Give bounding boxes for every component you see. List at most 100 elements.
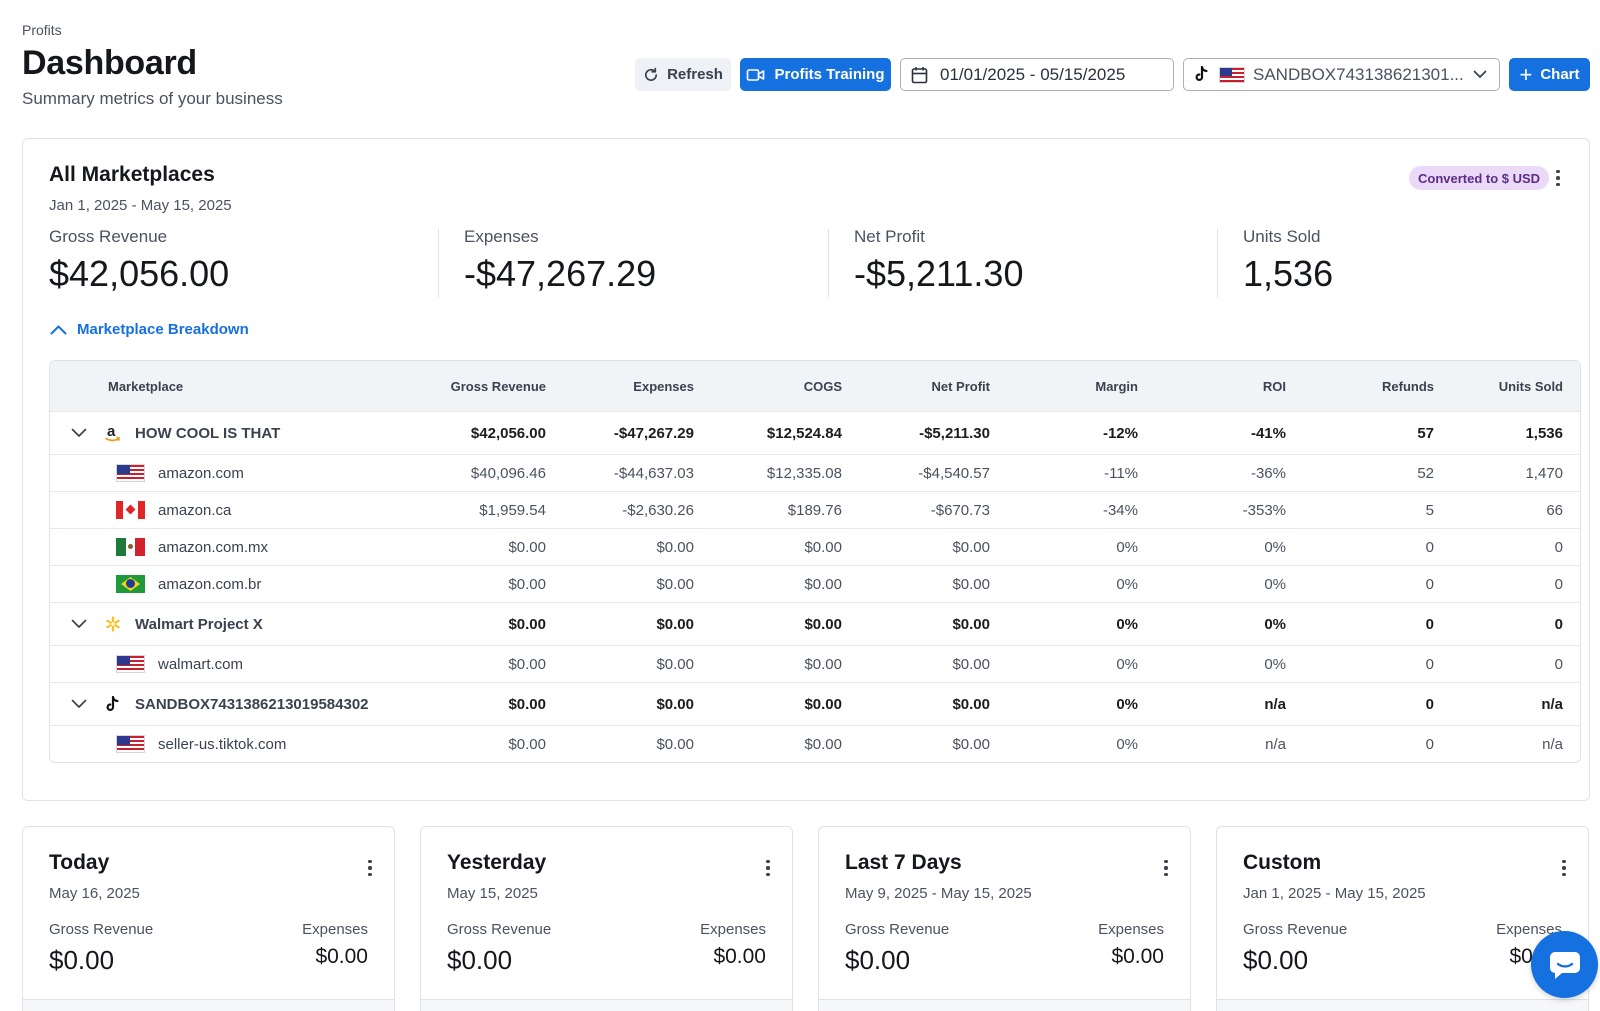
metric-label: Net Profit — [854, 227, 925, 246]
column-header[interactable]: Expenses — [633, 378, 694, 394]
cell-margin: 0% — [1116, 615, 1138, 633]
currency-badge: Converted to $ USD — [1409, 166, 1550, 190]
table-row[interactable]: walmart.com $0.00 $0.00 $0.00 $0.00 0% 0… — [50, 645, 1580, 682]
cell-margin: -11% — [1104, 464, 1138, 482]
cell-refunds: 0 — [1425, 575, 1434, 593]
cell-expenses: -$44,637.03 — [613, 464, 694, 482]
card-gross-label: Gross Revenue — [49, 921, 154, 938]
marketplace-breakdown-table: Marketplace Gross Revenue Expenses COGS … — [49, 360, 1581, 763]
card-date: May 16, 2025 — [49, 885, 140, 902]
metric-net-profit: Net Profit -$5,211.30 — [854, 227, 1023, 295]
refresh-button[interactable]: Refresh — [635, 58, 731, 91]
column-header[interactable]: Gross Revenue — [450, 378, 546, 394]
plus-icon: + — [1519, 61, 1533, 87]
cell-net-profit: $0.00 — [952, 655, 990, 673]
metric-label: Gross Revenue — [49, 227, 168, 246]
panel-more-icon[interactable] — [1551, 168, 1565, 188]
cell-units-sold: 0 — [1554, 538, 1563, 556]
cell-net-profit: $0.00 — [952, 615, 990, 633]
card-footer — [819, 999, 1190, 1011]
cell-cogs: $0.00 — [804, 735, 842, 753]
table-row[interactable]: seller-us.tiktok.com $0.00 $0.00 $0.00 $… — [50, 725, 1580, 762]
walmart-spark-icon — [105, 603, 121, 645]
cell-expenses: $0.00 — [656, 695, 694, 713]
cell-units-sold: 66 — [1546, 501, 1563, 519]
table-group-row[interactable]: SANDBOX7431386213019584302 $0.00 $0.00 $… — [50, 682, 1580, 725]
marketplace-breakdown-toggle[interactable]: Marketplace Breakdown — [50, 321, 249, 338]
canada-flag-icon — [116, 501, 145, 519]
card-gross-value: $0.00 — [49, 945, 115, 975]
table-row[interactable]: amazon.com $40,096.46 -$44,637.03 $12,33… — [50, 454, 1580, 491]
date-range-picker[interactable]: 01/01/2025 - 05/15/2025 — [900, 58, 1174, 91]
cell-units-sold: 0 — [1554, 615, 1563, 633]
cell-units-sold: 0 — [1554, 655, 1563, 673]
cell-refunds: 0 — [1425, 538, 1434, 556]
column-header[interactable]: Units Sold — [1498, 378, 1563, 394]
cell-expenses: -$2,630.26 — [622, 501, 694, 519]
table-row[interactable]: amazon.com.mx $0.00 $0.00 $0.00 $0.00 0%… — [50, 528, 1580, 565]
card-more-icon[interactable] — [363, 858, 377, 878]
cell-refunds: 0 — [1425, 695, 1434, 713]
chevron-down-icon[interactable] — [71, 683, 87, 725]
breadcrumb[interactable]: Profits — [22, 22, 62, 38]
chevron-down-icon — [1473, 70, 1487, 78]
cell-gross-revenue: $42,056.00 — [470, 424, 546, 442]
cell-roi: n/a — [1264, 695, 1286, 713]
cell-refunds: 0 — [1425, 615, 1434, 633]
table-group-row[interactable]: a HOW COOL IS THAT $42,056.00 -$47,267.2… — [50, 411, 1580, 454]
chat-widget-button[interactable] — [1531, 931, 1598, 998]
profits-training-label: Profits Training — [774, 66, 885, 83]
cell-roi: n/a — [1265, 735, 1286, 753]
metric-label: Units Sold — [1243, 227, 1321, 246]
cell-cogs: $12,335.08 — [766, 464, 842, 482]
table-row[interactable]: amazon.ca $1,959.54 -$2,630.26 $189.76 -… — [50, 491, 1580, 528]
marketplace-name: amazon.ca — [158, 501, 232, 519]
column-header[interactable]: COGS — [803, 378, 842, 394]
cell-net-profit: $0.00 — [952, 575, 990, 593]
card-gross-value: $0.00 — [845, 945, 911, 975]
cell-gross-revenue: $1,959.54 — [479, 501, 546, 519]
marketplace-name: amazon.com.br — [158, 575, 262, 593]
table-group-row[interactable]: Walmart Project X $0.00 $0.00 $0.00 $0.0… — [50, 602, 1580, 645]
cell-net-profit: -$5,211.30 — [919, 424, 990, 442]
cell-cogs: $0.00 — [804, 695, 842, 713]
add-chart-button[interactable]: + Chart — [1509, 58, 1590, 91]
cell-refunds: 57 — [1417, 424, 1434, 442]
cell-cogs: $0.00 — [804, 575, 842, 593]
calendar-icon — [911, 66, 928, 83]
card-more-icon[interactable] — [761, 858, 775, 878]
chevron-down-icon[interactable] — [71, 412, 87, 454]
date-range-value: 01/01/2025 - 05/15/2025 — [940, 64, 1126, 84]
column-header[interactable]: Net Profit — [931, 378, 991, 394]
cell-net-profit: -$4,540.57 — [918, 464, 990, 482]
marketplace-name: amazon.com.mx — [158, 538, 269, 556]
column-header[interactable]: Margin — [1095, 378, 1138, 394]
cell-gross-revenue: $0.00 — [508, 575, 546, 593]
cell-roi: 0% — [1264, 615, 1286, 633]
chevron-down-icon[interactable] — [71, 603, 87, 645]
cell-gross-revenue: $0.00 — [508, 655, 546, 673]
card-more-icon[interactable] — [1159, 858, 1173, 878]
metric-gross-revenue: Gross Revenue $42,056.00 — [49, 227, 229, 295]
account-select[interactable]: SANDBOX743138621301... — [1183, 58, 1500, 91]
cell-expenses: $0.00 — [656, 575, 694, 593]
card-expenses-label: Expenses — [302, 921, 368, 938]
column-header[interactable]: Marketplace — [108, 378, 184, 394]
card-more-icon[interactable] — [1557, 858, 1571, 878]
profits-training-button[interactable]: Profits Training — [740, 58, 891, 91]
cell-units-sold: 1,536 — [1525, 424, 1563, 442]
cell-cogs: $0.00 — [804, 615, 842, 633]
cell-expenses: $0.00 — [656, 615, 694, 633]
period-card-today: Today May 16, 2025 Gross Revenue $0.00 E… — [22, 826, 395, 1011]
column-header[interactable]: Refunds — [1382, 378, 1434, 394]
cell-margin: 0% — [1116, 655, 1138, 673]
chat-bubble-icon — [1549, 951, 1580, 979]
marketplace-name: seller-us.tiktok.com — [158, 735, 287, 753]
cell-gross-revenue: $0.00 — [508, 735, 546, 753]
cell-cogs: $189.76 — [787, 501, 842, 519]
cell-expenses: $0.00 — [656, 655, 694, 673]
cell-units-sold: n/a — [1542, 735, 1563, 753]
table-row[interactable]: amazon.com.br $0.00 $0.00 $0.00 $0.00 0%… — [50, 565, 1580, 602]
column-header[interactable]: ROI — [1262, 378, 1286, 394]
cell-gross-revenue: $40,096.46 — [470, 464, 546, 482]
